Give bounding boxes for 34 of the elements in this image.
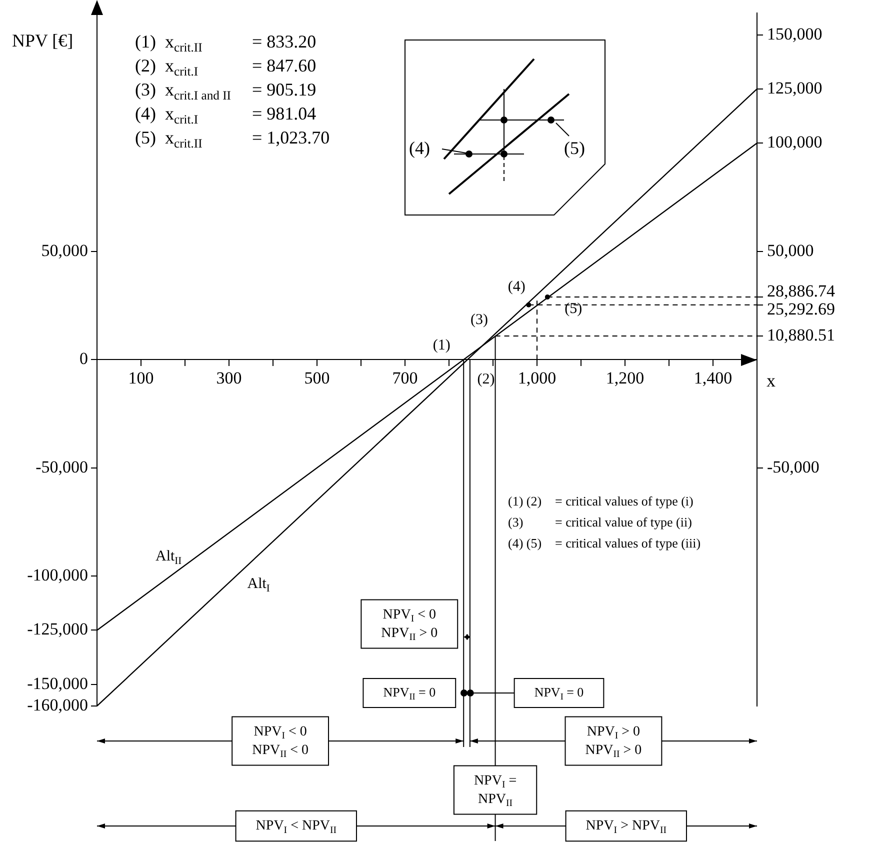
y2-tick-label: -50,000: [767, 457, 820, 476]
x-tick-label: 1,400: [694, 368, 732, 388]
y-tick-label: -100,000: [27, 566, 88, 585]
y2-tick-label: 50,000: [767, 240, 814, 260]
annotation: (1): [432, 338, 450, 354]
text: (5): [564, 138, 585, 158]
y-tick-label: -160,000: [27, 695, 88, 714]
x-axis-title: x: [766, 370, 776, 390]
annotation: (4) (5) = critical values of type (iii): [508, 535, 701, 550]
x-tick-label: 500: [304, 368, 330, 388]
y-axis-title: NPV [€]: [12, 30, 74, 51]
text: (4): [409, 138, 430, 158]
y2-tick-label: 150,000: [767, 24, 822, 44]
annotation: (5): [564, 301, 582, 317]
y-tick-label: -150,000: [27, 674, 88, 693]
y2-tick-label: 25,292.69: [767, 299, 835, 318]
x-tick-label: 1,000: [518, 368, 556, 388]
y2-tick-label: 28,886.74: [767, 281, 836, 300]
annotation: (1) (2) = critical values of type (i): [508, 493, 694, 508]
x-tick-label: 700: [392, 368, 418, 388]
y-tick-label: 50,000: [41, 240, 88, 260]
y2-tick-label: 125,000: [767, 78, 822, 98]
annotation: (2): [477, 372, 495, 388]
text: (3) = critical value of type (ii): [508, 514, 692, 530]
x-tick-label: 1,200: [606, 368, 644, 388]
annotation: (4): [508, 278, 526, 295]
x-tick-label: 100: [128, 368, 154, 388]
y-tick-label: -125,000: [27, 620, 88, 639]
y2-tick-label: 100,000: [767, 132, 822, 152]
y-tick-label: 0: [80, 349, 88, 368]
annotation: (3): [470, 312, 488, 328]
y2-tick-label: 10,880.51: [767, 326, 835, 345]
y-tick-label: -50,000: [36, 457, 88, 476]
x-tick-label: 300: [216, 368, 242, 388]
